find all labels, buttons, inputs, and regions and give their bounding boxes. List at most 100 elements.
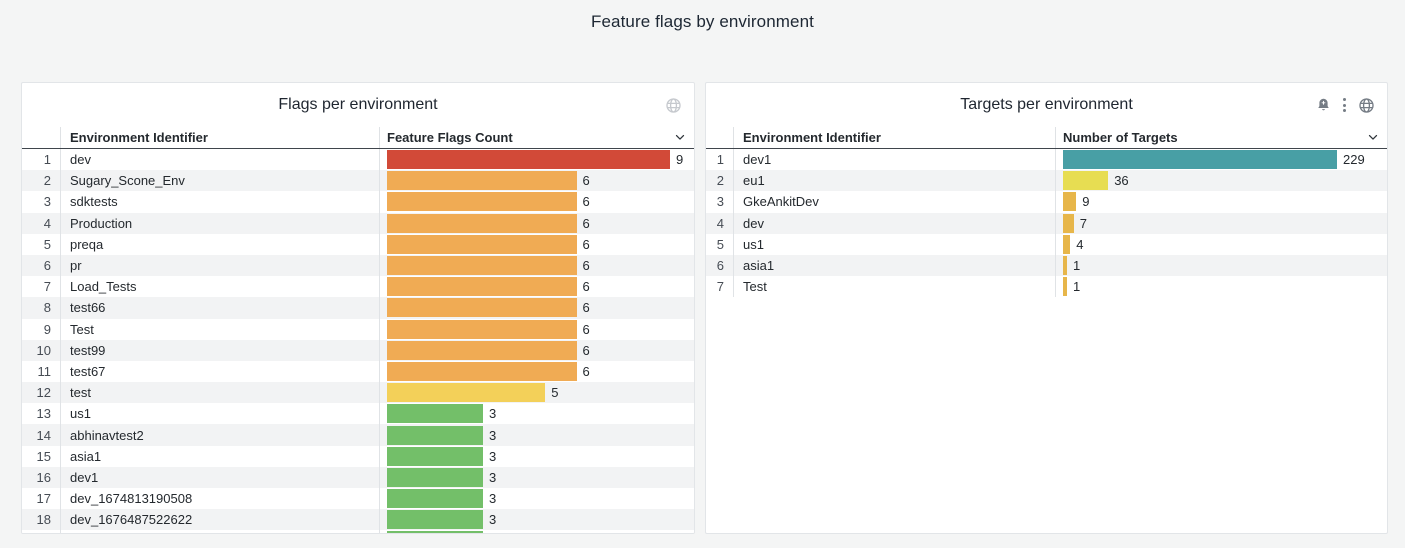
table-row: 12 test 5	[22, 382, 694, 404]
bar-gauge-cell: 3	[379, 530, 694, 534]
table-row: 13 us1 3	[22, 403, 694, 425]
table-header: Environment Identifier Number of Targets	[706, 127, 1387, 149]
environment-name: us1	[733, 233, 1055, 255]
value-bar	[387, 383, 546, 403]
bar-gauge-cell: 6	[379, 191, 694, 213]
environment-name: asia1	[60, 445, 379, 467]
environment-name: preqa	[60, 233, 379, 255]
table-row: 6 pr 6	[22, 254, 694, 277]
bar-value: 6	[582, 173, 590, 189]
value-bar	[1063, 213, 1074, 233]
bar-value: 1	[1073, 279, 1081, 295]
row-index-header	[706, 127, 733, 148]
bar-value: 6	[582, 215, 590, 231]
value-bar	[1063, 171, 1109, 191]
column-header-environment[interactable]: Environment Identifier	[733, 127, 1055, 148]
bar-gauge-cell: 3	[379, 509, 694, 531]
bar-value: 9	[1082, 194, 1090, 210]
bar-gauge-cell: 6	[379, 339, 694, 361]
kebab-menu-icon[interactable]	[1341, 96, 1348, 114]
bar-gauge-cell: 229	[1055, 149, 1387, 171]
bar-gauge-cell: 9	[379, 149, 694, 171]
environment-name: us1	[60, 403, 379, 425]
panel-header: Flags per environment	[22, 83, 694, 127]
environment-name: dev1	[733, 149, 1055, 171]
table-row: 18 dev_1676487522622 3	[22, 509, 694, 531]
environment-name: pr	[60, 254, 379, 277]
bar-value: 3	[489, 448, 497, 464]
table-row: 16 dev1 3	[22, 466, 694, 488]
table-row: 17 dev_1674813190508 3	[22, 488, 694, 510]
row-index: 10	[36, 342, 51, 358]
table-row: 8 test66 6	[22, 297, 694, 319]
bar-value: 1	[1073, 258, 1081, 274]
bar-gauge-cell: 9	[1055, 191, 1387, 213]
row-index: 2	[716, 173, 724, 189]
value-bar	[387, 467, 483, 487]
value-bar	[387, 277, 577, 297]
row-index: 13	[36, 406, 51, 422]
row-index: 1	[716, 152, 724, 168]
row-index: 17	[36, 491, 51, 507]
value-bar	[387, 425, 483, 445]
row-index: 3	[43, 194, 51, 210]
table-row: 3 sdktests 6	[22, 191, 694, 213]
value-bar	[387, 446, 483, 466]
chevron-down-icon[interactable]	[1366, 130, 1380, 144]
table-row: 19dev_1676487546612 3	[22, 530, 694, 534]
bar-gauge-cell: 6	[379, 170, 694, 192]
bar-value: 6	[582, 363, 590, 379]
environment-name: Load_Tests	[60, 276, 379, 298]
row-index: 18	[36, 512, 51, 528]
row-index: 3	[716, 194, 724, 210]
bar-gauge-cell: 6	[379, 212, 694, 234]
globe-icon[interactable]	[664, 96, 683, 115]
table-row: 11 test67 6	[22, 360, 694, 383]
environment-name: dev1	[60, 466, 379, 488]
environment-name: asia1	[733, 254, 1055, 277]
value-bar	[387, 192, 577, 212]
bar-value: 3	[489, 533, 496, 534]
bar-value: 6	[582, 236, 590, 252]
value-bar	[387, 256, 577, 276]
bar-gauge-cell: 36	[1055, 170, 1387, 192]
value-bar	[387, 489, 483, 509]
column-header-targets[interactable]: Number of Targets	[1055, 127, 1387, 148]
bar-value: 6	[582, 321, 590, 337]
column-header-environment[interactable]: Environment Identifier	[60, 127, 379, 148]
environment-name: abhinavtest2	[60, 424, 379, 446]
column-header-count[interactable]: Feature Flags Count	[379, 127, 694, 148]
bar-gauge-cell: 6	[379, 254, 694, 277]
table-row: 4 Production 6	[22, 212, 694, 234]
bar-value: 3	[489, 469, 497, 485]
row-index-header	[22, 127, 60, 148]
table-row: 10 test99 6	[22, 339, 694, 361]
row-index: 4	[716, 215, 724, 231]
row-index: 14	[36, 427, 51, 443]
value-bar	[387, 404, 483, 424]
table-row: 5 preqa 6	[22, 233, 694, 255]
globe-icon[interactable]	[1357, 96, 1376, 115]
table-row: 14 abhinavtest2 3	[22, 424, 694, 446]
value-bar	[387, 298, 577, 318]
table-row: 9 Test 6	[22, 318, 694, 340]
chevron-down-icon[interactable]	[673, 130, 687, 144]
panel-header-icons	[1315, 83, 1376, 127]
panel-title[interactable]: Flags per environment	[278, 96, 438, 113]
bar-value: 7	[1079, 215, 1088, 231]
environment-name: dev	[733, 212, 1055, 234]
bar-gauge-cell: 4	[1055, 233, 1387, 255]
row-index: 19	[22, 530, 60, 533]
bar-value: 6	[582, 300, 590, 316]
row-index: 16	[36, 469, 51, 485]
row-index: 8	[43, 300, 51, 316]
table-body: 1 dev 9 2 Sugary_Scone_Env 6 3 sdktests 6 4 Produc…	[22, 149, 694, 534]
environment-name: GkeAnkitDev	[733, 191, 1055, 213]
row-index: 7	[43, 279, 51, 295]
table-row: 1 dev1 229	[706, 149, 1387, 171]
panel-title[interactable]: Targets per environment	[960, 96, 1133, 113]
environment-name: eu1	[733, 170, 1055, 192]
value-bar	[387, 213, 577, 233]
table-row: 7 Load_Tests 6	[22, 276, 694, 298]
bell-plus-icon[interactable]	[1315, 97, 1332, 114]
